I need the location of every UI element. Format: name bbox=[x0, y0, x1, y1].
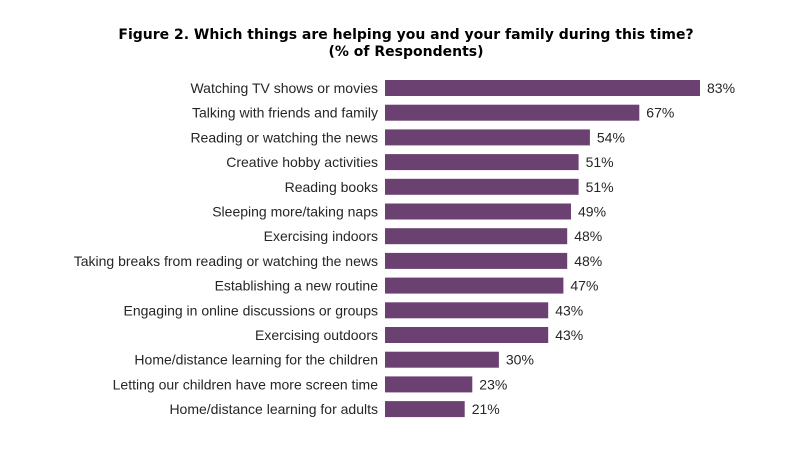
bars-layer bbox=[385, 80, 700, 418]
value-label: 51% bbox=[586, 179, 614, 195]
category-label: Sleeping more/taking naps bbox=[212, 204, 378, 220]
chart-subtitle: (% of Respondents) bbox=[328, 44, 484, 60]
chart-title-block: Figure 2. Which things are helping you a… bbox=[0, 27, 812, 61]
value-label: 43% bbox=[555, 302, 583, 318]
bar bbox=[385, 401, 465, 418]
category-label: Creative hobby activities bbox=[226, 154, 378, 170]
category-label: Reading or watching the news bbox=[190, 129, 378, 145]
bar bbox=[385, 203, 571, 220]
category-label: Reading books bbox=[285, 179, 378, 195]
bar bbox=[385, 302, 549, 319]
bar bbox=[385, 80, 700, 96]
category-label: Home/distance learning for the children bbox=[134, 352, 378, 368]
bar bbox=[385, 327, 549, 343]
bar bbox=[385, 277, 564, 294]
value-label: 21% bbox=[472, 401, 500, 417]
value-label: 49% bbox=[578, 204, 606, 220]
category-label: Taking breaks from reading or watching t… bbox=[74, 253, 378, 269]
bar bbox=[385, 104, 640, 121]
value-label: 23% bbox=[479, 376, 507, 392]
bar bbox=[385, 351, 499, 368]
value-label: 51% bbox=[586, 154, 614, 170]
category-label: Watching TV shows or movies bbox=[190, 80, 378, 96]
value-label: 30% bbox=[506, 352, 534, 368]
bar bbox=[385, 228, 568, 245]
bar bbox=[385, 376, 473, 393]
chart-title: Figure 2. Which things are helping you a… bbox=[118, 27, 694, 43]
bar bbox=[385, 154, 579, 171]
value-labels-layer: 83% 67% 54% 51% 51% 49% 48% 48% 47% 43% 43% 30% 23% 2… bbox=[472, 80, 735, 417]
value-label: 83% bbox=[707, 80, 735, 96]
bar bbox=[385, 178, 579, 195]
value-label: 48% bbox=[574, 228, 602, 244]
category-label: Establishing a new routine bbox=[215, 278, 379, 294]
category-label: Talking with friends and family bbox=[192, 105, 378, 121]
value-label: 48% bbox=[574, 253, 602, 269]
value-label: 47% bbox=[570, 278, 598, 294]
category-label: Exercising outdoors bbox=[255, 327, 378, 343]
category-label: Letting our children have more screen ti… bbox=[113, 376, 379, 392]
category-label: Exercising indoors bbox=[264, 228, 378, 244]
value-label: 54% bbox=[597, 129, 625, 145]
bar bbox=[385, 129, 590, 146]
category-labels-layer: Watching TV shows or movies Talking with … bbox=[74, 80, 378, 417]
category-label: Home/distance learning for adults bbox=[169, 401, 378, 417]
bar bbox=[385, 252, 568, 269]
value-label: 67% bbox=[646, 105, 674, 121]
value-label: 43% bbox=[555, 327, 583, 343]
category-label: Engaging in online discussions or groups bbox=[124, 302, 379, 318]
